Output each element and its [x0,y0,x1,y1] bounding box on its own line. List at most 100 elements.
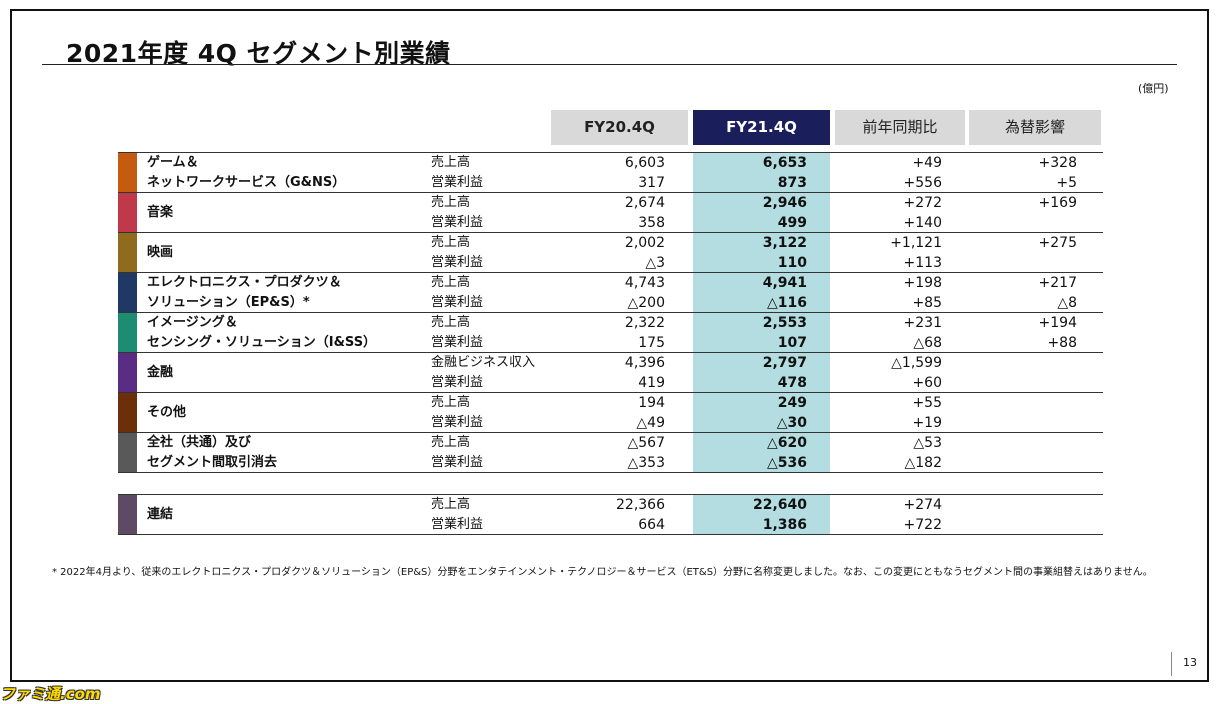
segment-name: 全社（共通）及び セグメント間取引消去 [147,435,278,470]
segment-color-bar [118,233,137,273]
value-fy20: △353 [627,455,666,471]
value-yoy: △1,599 [891,355,942,371]
metric-label: 営業利益 [431,215,484,230]
value-fy21: △30 [776,415,807,431]
segment-name: 音楽 [147,205,174,220]
value-yoy: +85 [912,295,942,311]
metric-label: 営業利益 [431,255,484,270]
value-fx [975,495,1077,515]
metric-label: 営業利益 [431,335,484,350]
value-fy20: 2,322 [624,315,665,331]
value-fx [975,453,1077,473]
value-yoy: +55 [912,395,942,411]
value-fy20: 4,743 [624,275,665,291]
segment-divider [118,192,1103,193]
value-fy20: 358 [638,215,665,231]
value-fy20: △567 [627,435,666,451]
value-fy20: 194 [638,395,665,411]
value-fy21: 478 [777,375,807,391]
value-fx [975,413,1077,433]
value-fx: +88 [1047,335,1077,351]
consolidated-top-rule [118,494,1103,495]
value-fy21: 107 [777,335,807,351]
segment-row: 音楽 売上高 2,674 2,946 +272 +169 営業利益 358 499 +140 [0,193,1225,233]
segment-row: エレクトロニクス・プロダクツ＆ ソリューション（EP&S）* 売上高 4,743 4,… [0,273,1225,313]
value-fx [975,353,1077,373]
segment-divider [118,312,1103,313]
value-fy21: 2,946 [762,195,807,211]
slide-frame [10,9,1209,682]
value-fy21: 6,653 [762,155,807,171]
value-fx [975,393,1077,413]
metric-label: 売上高 [431,235,471,250]
value-fy21: △116 [767,295,807,311]
header-fy20: FY20.4Q [551,110,688,145]
header-fx: 為替影響 [969,110,1101,145]
page-number-divider [1171,652,1172,676]
value-yoy: +198 [903,275,942,291]
value-fy20: 317 [638,175,665,191]
segment-name: 連結 [147,507,174,522]
segment-row: 金融 金融ビジネス収入 4,396 2,797 △1,599 営業利益 419 478 +60 [0,353,1225,393]
value-fx [975,373,1077,393]
value-fy21: 4,941 [762,275,807,291]
value-yoy: +1,121 [890,235,942,251]
value-fy21: 499 [777,215,807,231]
value-fx: +328 [1038,155,1077,171]
metric-label: 営業利益 [431,455,484,470]
watermark-logo: ファミ通.com [0,685,101,703]
value-fy21: 249 [777,395,807,411]
value-yoy: +274 [903,497,942,513]
fy21-highlight-consolidated [693,495,830,535]
value-fy20: 2,674 [624,195,665,211]
value-yoy: +113 [903,255,942,271]
segment-color-bar [118,353,137,393]
metric-label: 営業利益 [431,415,484,430]
value-yoy: +140 [903,215,942,231]
value-fx [975,433,1077,453]
value-fy20: 2,002 [624,235,665,251]
segment-color-bar [118,433,137,473]
value-fx: +5 [1056,175,1077,191]
value-fx [975,213,1077,233]
fy21-highlight-column [693,153,830,473]
value-fx [975,253,1077,273]
value-fy20: 664 [638,517,665,533]
header-fy21: FY21.4Q [693,110,830,145]
value-fy21: △620 [767,435,807,451]
value-fy21: △536 [767,455,807,471]
segment-name: 映画 [147,245,174,260]
segment-divider [118,392,1103,393]
value-yoy: +272 [903,195,942,211]
segment-color-bar [118,153,137,193]
value-fy20: 4,396 [624,355,665,371]
metric-label: 売上高 [431,497,471,512]
value-fy20: △49 [636,415,665,431]
title-divider [42,64,1177,65]
value-fy20: 419 [638,375,665,391]
value-fy21: 3,122 [762,235,807,251]
metric-label: 営業利益 [431,295,484,310]
metric-label: 売上高 [431,315,471,330]
value-fy20: △200 [627,295,666,311]
value-fy21: 22,640 [752,497,807,513]
value-fy21: 2,797 [762,355,807,371]
value-fy20: 22,366 [616,497,665,513]
value-fy20: 6,603 [624,155,665,171]
value-fx: +169 [1038,195,1077,211]
segment-row: イメージング＆ センシング・ソリューション（I&SS） 売上高 2,322 2,553… [0,313,1225,353]
value-fy20: 175 [638,335,665,351]
value-fx: +194 [1038,315,1077,331]
segment-color-bar [118,313,137,353]
value-yoy: +231 [903,315,942,331]
metric-label: 営業利益 [431,375,484,390]
value-yoy: +60 [912,375,942,391]
segment-divider [118,272,1103,273]
page-title: 2021年度 4Q セグメント別業績 [66,39,451,68]
segment-divider [118,232,1103,233]
value-fx: +217 [1038,275,1077,291]
value-fx [975,515,1077,535]
segment-name: イメージング＆ センシング・ソリューション（I&SS） [147,315,377,350]
segment-row: その他 売上高 194 249 +55 営業利益 △49 △30 +19 [0,393,1225,433]
metric-label: 営業利益 [431,175,484,190]
